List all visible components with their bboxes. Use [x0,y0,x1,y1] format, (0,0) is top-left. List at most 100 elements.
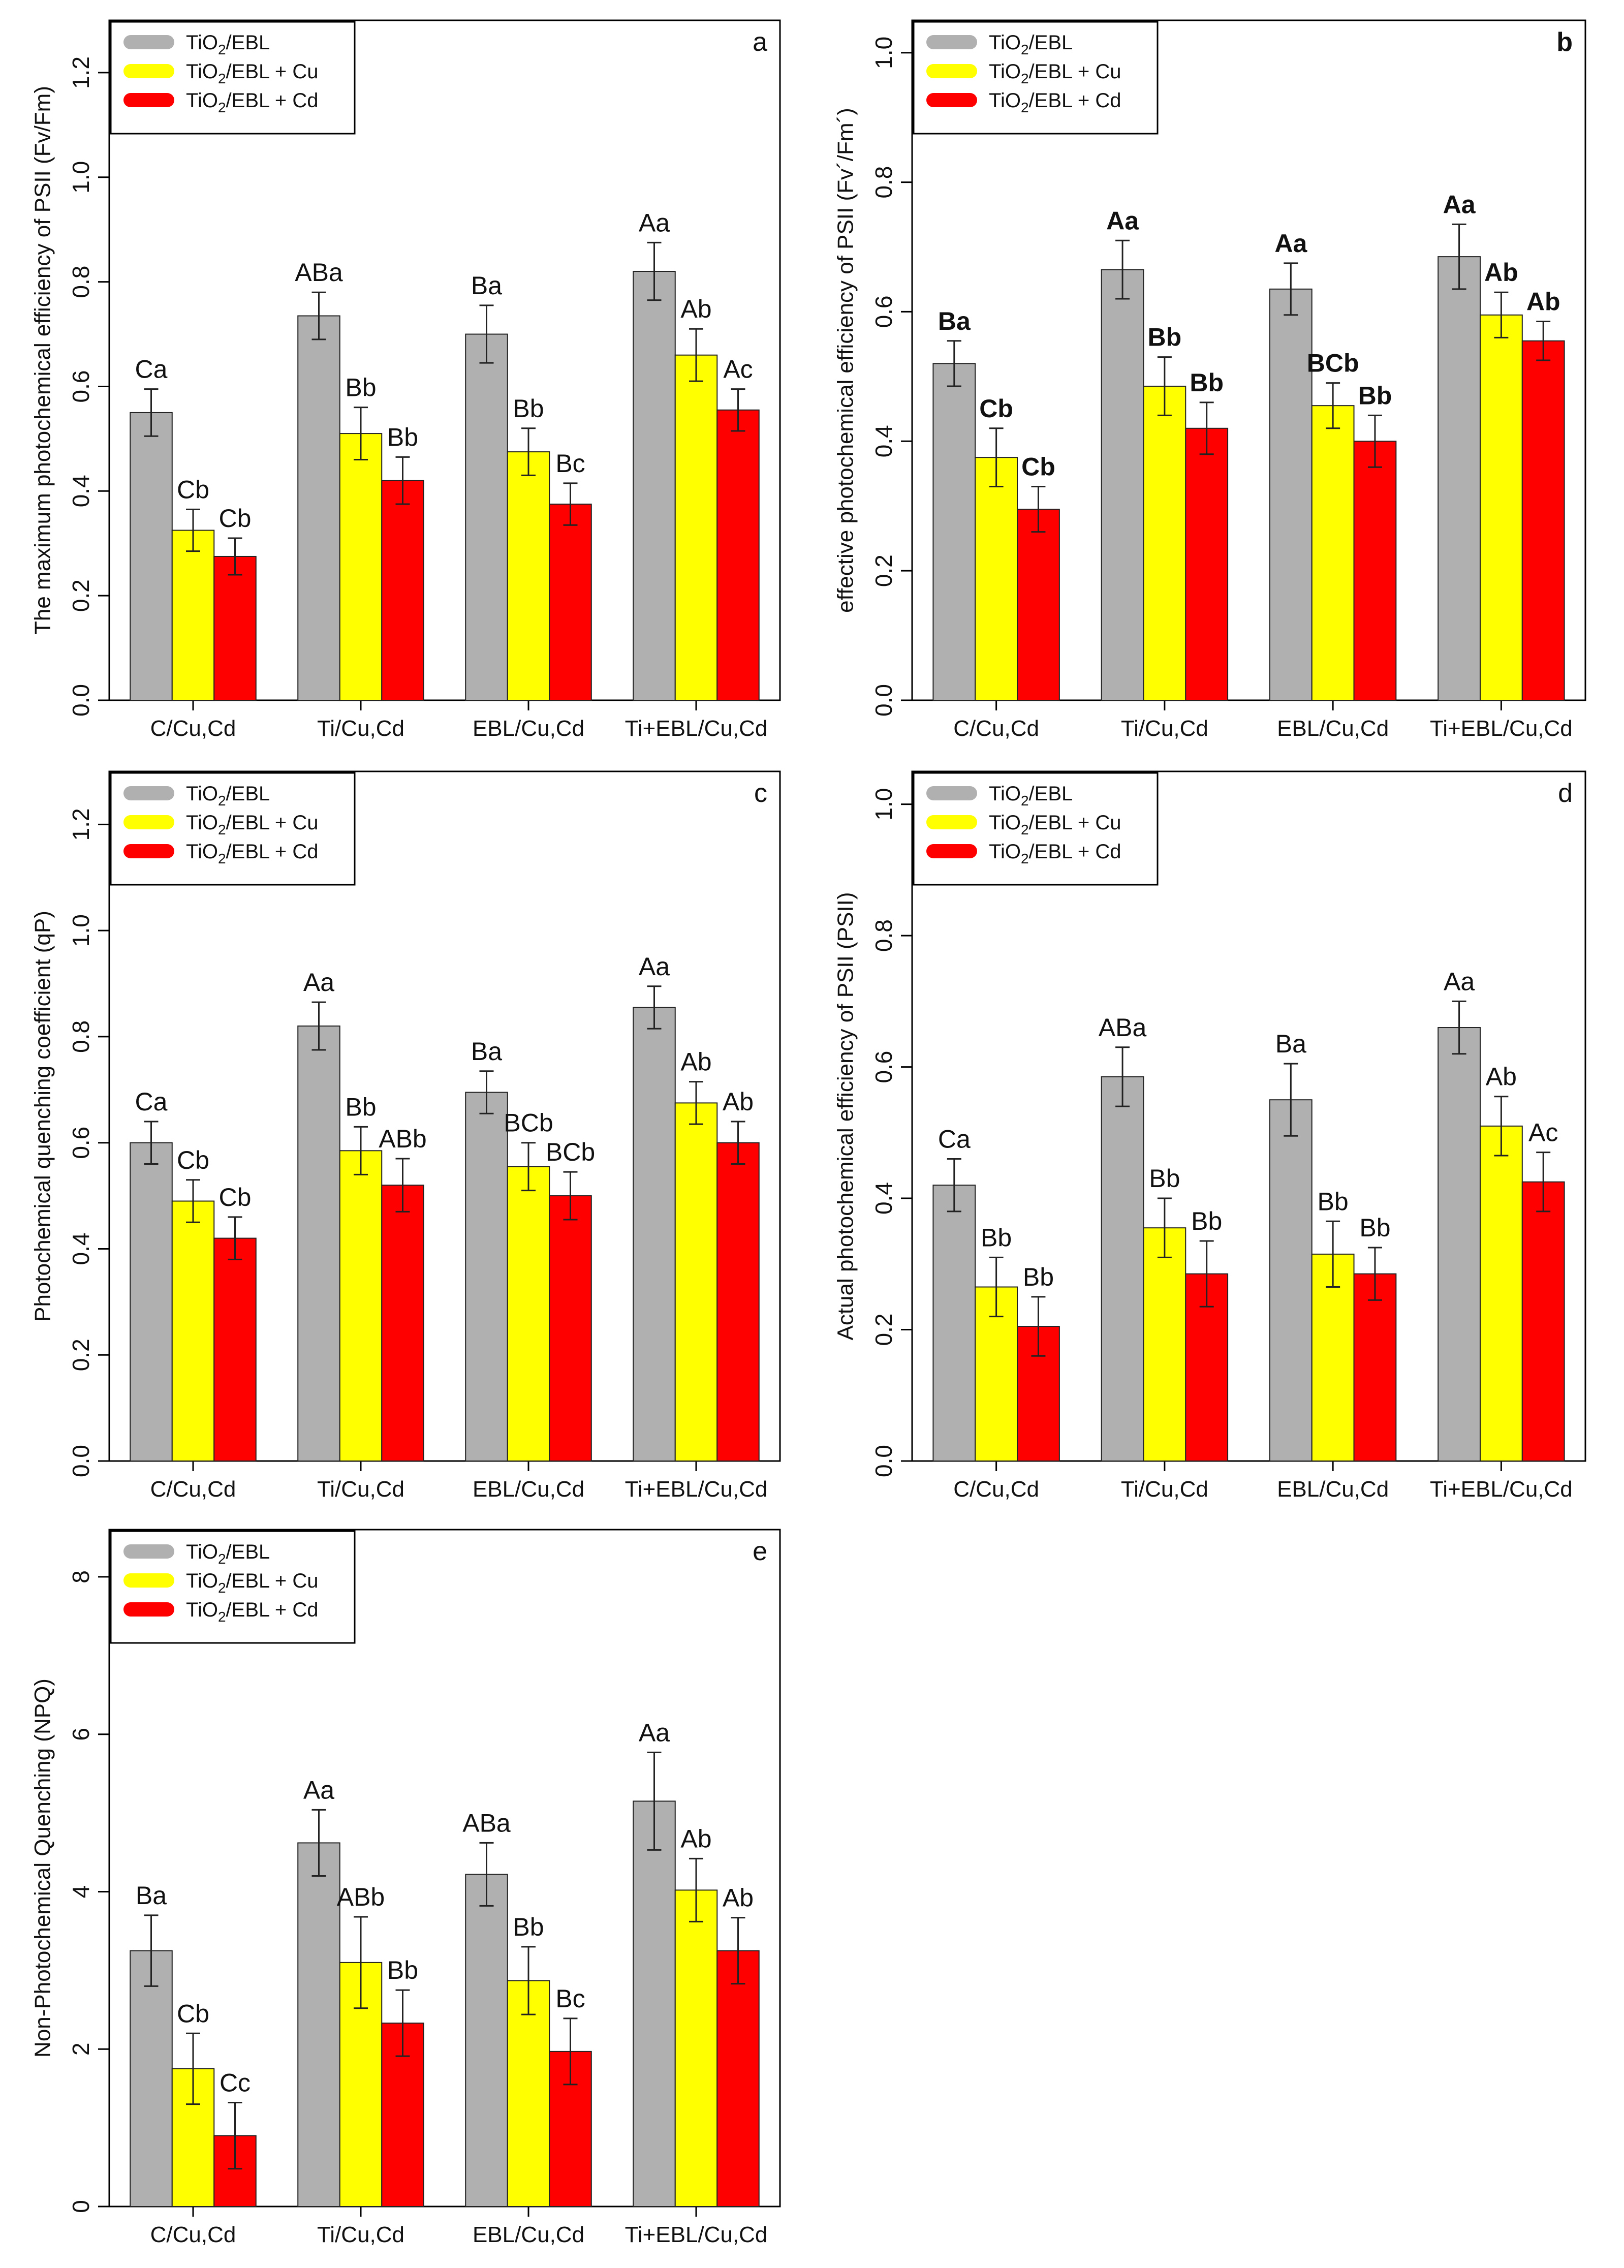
significance-label: Ac [1528,1119,1558,1147]
bar [1438,256,1481,701]
significance-label: Aa [639,1718,670,1747]
legend-label: TiO2/EBL + Cu [186,60,318,86]
x-tick-label: C/Cu,Cd [150,716,236,741]
significance-label: Bb [513,394,544,423]
significance-label: Ab [1486,1063,1517,1091]
bar [130,1950,173,2208]
y-tick-label: 1.0 [870,37,897,69]
chart-panel-d: 0.0 0.2 0.4 0.6 0.8 1.0 Actual photochemical e… [833,770,1586,1502]
legend-label: TiO2/EBL + Cd [989,89,1121,115]
significance-label: Bb [1148,323,1182,352]
significance-label: Bb [387,423,418,451]
significance-label: BCb [504,1109,553,1137]
legend-label: TiO2/EBL + Cd [989,841,1121,866]
bar [674,1102,718,1462]
bar [1521,340,1565,701]
significance-label: Ba [1275,1030,1306,1058]
y-axis-label: The maximum photochemical efficiency of … [30,86,55,635]
legend: TiO2/EBL TiO2/EBL + Cu TiO2/EBL + Cd [110,1530,356,1644]
y-tick-label: 0.8 [68,266,94,298]
significance-label: Ab [680,1824,711,1853]
bar [297,315,340,701]
legend-swatch [123,35,174,49]
bar [1143,1227,1186,1462]
y-tick-label: 0.4 [870,425,897,457]
bar [465,333,508,701]
significance-label: ABa [1099,1013,1147,1042]
significance-label: Aa [639,208,670,237]
significance-label: Bb [981,1223,1012,1252]
bar [507,451,550,701]
significance-label: ABa [462,1809,511,1837]
x-tick-label: Ti/Cu,Cd [1121,716,1208,741]
bar [1353,441,1397,701]
legend-label: TiO2/EBL + Cd [186,89,318,115]
x-tick-label: Ti+EBL/Cu,Cd [1430,716,1573,741]
legend-swatch [123,786,174,800]
significance-label: Bb [1190,368,1224,397]
y-tick-label: 8 [68,1570,94,1583]
y-tick-label: 1.0 [68,161,94,194]
significance-label: Aa [303,968,334,997]
y-tick-label: 1.0 [870,788,897,821]
bar [716,1142,760,1462]
bar [465,1092,508,1462]
panel-label: d [1558,779,1573,808]
x-tick-label: EBL/Cu,Cd [1277,716,1389,741]
y-axis-label: Photochemical quenching coefficient (qP) [30,911,55,1322]
bar [716,409,760,701]
legend-label: TiO2/EBL [186,32,270,57]
x-tick-label: C/Cu,Cd [150,1477,236,1502]
y-tick-label: 0.6 [68,370,94,402]
x-tick-label: Ti/Cu,Cd [317,1477,404,1502]
significance-label: Aa [1106,206,1139,235]
plot-frame [108,19,781,701]
bar [213,1237,257,1462]
significance-label: Ab [680,295,711,323]
y-tick-label: 1.0 [68,914,94,947]
chart-panel-b: 0.0 0.2 0.4 0.6 0.8 1.0 effective photochemica… [833,19,1586,741]
plot-frame [911,770,1586,1462]
significance-label: Cb [177,1999,209,2028]
bar [1269,1099,1313,1462]
significance-label: Bc [555,1984,585,2013]
panel-label: b [1556,27,1573,57]
legend-swatch [926,93,977,107]
significance-label: Bb [1359,1214,1390,1242]
bar [339,433,383,701]
bar [932,363,976,701]
significance-label: BCb [1307,349,1359,378]
significance-label: ABb [379,1125,427,1153]
legend: TiO2/EBL TiO2/EBL + Cu TiO2/EBL + Cd [913,21,1159,135]
x-tick-label: Ti/Cu,Cd [1121,1477,1208,1502]
y-tick-label: 0.4 [68,1232,94,1265]
y-axis-label: Actual photochemical efficiency of PSII … [833,892,858,1340]
bar [171,530,215,701]
panel-label: c [754,779,767,808]
significance-label: Ca [135,355,168,384]
plot-frame [108,770,781,1462]
significance-label: Aa [639,952,670,981]
bar [549,1195,592,1462]
legend-swatch [926,786,977,800]
bar [633,1800,676,2208]
x-tick-label: EBL/Cu,Cd [1277,1477,1389,1502]
x-tick-label: EBL/Cu,Cd [473,1477,584,1502]
significance-label: Ab [723,1884,754,1912]
bar [381,480,424,701]
bar [633,271,676,701]
bar [171,1200,215,1462]
bar [1479,314,1523,701]
legend-label: TiO2/EBL [989,32,1073,57]
y-tick-label: 1.2 [68,808,94,841]
y-tick-label: 0.2 [68,579,94,612]
significance-label: Ba [471,271,502,300]
legend-label: TiO2/EBL [186,783,270,809]
legend-swatch [123,64,174,78]
y-tick-label: 2 [68,2042,94,2056]
significance-label: Cb [979,394,1013,423]
y-tick-label: 0 [68,2200,94,2213]
significance-label: Bb [345,374,376,402]
